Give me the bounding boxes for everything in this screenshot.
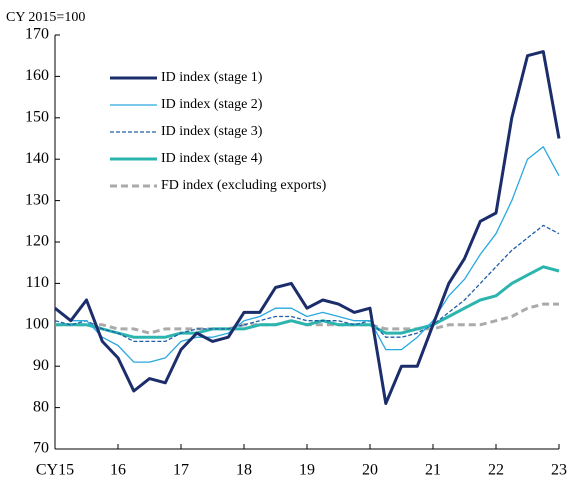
y-tick-label: 120 [25,233,49,250]
x-tick-label: 22 [488,462,504,479]
legend-label: ID index (stage 1) [161,70,263,85]
y-tick-label: 100 [25,315,49,332]
series-line [54,146,560,363]
legend-label: ID index (stage 2) [161,97,263,112]
y-tick-label: 80 [33,398,49,415]
x-tick-label: 23 [551,462,567,479]
y-tick-label: 150 [25,108,49,125]
x-tick-label: 17 [173,462,189,479]
legend-label: ID index (stage 3) [161,124,263,139]
x-tick-label: 20 [362,462,378,479]
y-tick-label: 170 [25,26,49,43]
x-tick-label: 18 [236,462,252,479]
y-tick-label: 130 [25,191,49,208]
y-tick-label: 110 [26,274,49,291]
y-axis-label: CY 2015=100 [6,10,85,25]
series-line [54,50,561,405]
x-tick-label: CY15 [36,462,74,479]
x-tick-label: 16 [110,462,126,479]
legend-label: ID index (stage 4) [161,151,263,166]
y-tick-label: 90 [33,357,49,374]
x-tick-label: 21 [425,462,441,479]
y-tick-label: 70 [33,440,49,457]
y-tick-label: 140 [25,150,49,167]
legend-label: FD index (excluding exports) [161,178,327,193]
series-line [55,265,560,339]
y-tick-label: 160 [25,67,49,84]
x-tick-label: 19 [299,462,315,479]
